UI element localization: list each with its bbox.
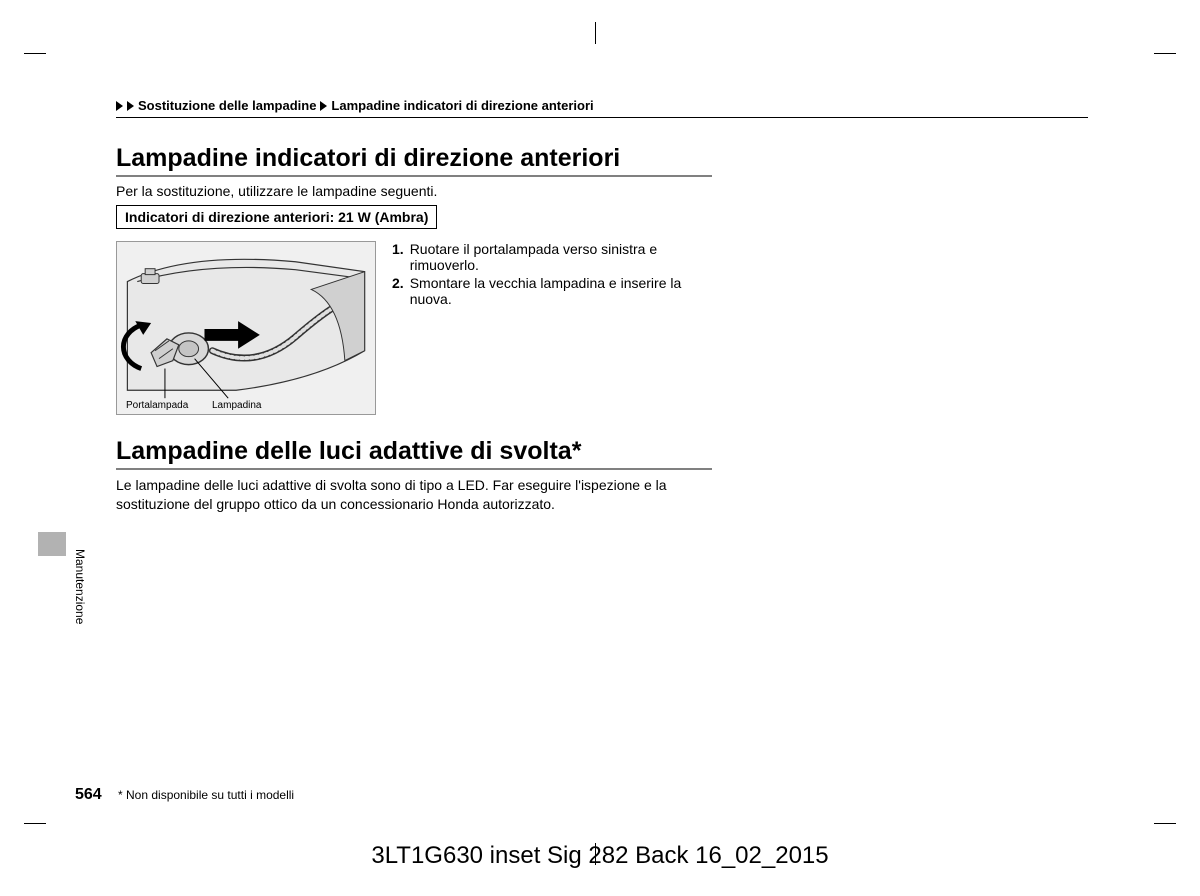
page-number: 564: [75, 786, 102, 804]
side-section-label: Manutenzione: [73, 549, 87, 624]
section1-content-row: Portalampada Lampadina 1. Ruotare il por…: [116, 241, 712, 415]
diagram-label-socket: Portalampada: [125, 400, 189, 411]
step-text: Ruotare il portalampada verso sinistra e…: [410, 241, 712, 273]
step-number: 1.: [392, 241, 404, 273]
crop-mark: [24, 53, 46, 54]
bulb-spec-box: Indicatori di direzione anteriori: 21 W …: [116, 205, 437, 229]
step-item: 2. Smontare la vecchia lampadina e inser…: [392, 275, 712, 307]
crop-mark: [1154, 53, 1176, 54]
side-tab: [38, 532, 66, 556]
step-text: Smontare la vecchia lampadina e inserire…: [410, 275, 712, 307]
footnote: * Non disponibile su tutti i modelli: [118, 788, 294, 802]
section1-intro: Per la sostituzione, utilizzare le lampa…: [116, 183, 1088, 199]
diagram-label-bulb: Lampadina: [211, 400, 262, 411]
steps-list: 1. Ruotare il portalampada verso sinistr…: [392, 241, 712, 415]
step-number: 2.: [392, 275, 404, 307]
page-content: Sostituzione delle lampadine Lampadine i…: [116, 98, 1088, 514]
step-item: 1. Ruotare il portalampada verso sinistr…: [392, 241, 712, 273]
breadcrumb-arrow-icon: [320, 101, 327, 111]
footer-print-code: 3LT1G630 inset Sig 282 Back 16_02_2015: [0, 842, 1200, 870]
breadcrumb-level2: Lampadine indicatori di direzione anteri…: [331, 98, 593, 113]
section1-heading: Lampadine indicatori di direzione anteri…: [116, 144, 712, 177]
section2-heading: Lampadine delle luci adattive di svolta*: [116, 437, 712, 470]
breadcrumb-arrow-icon: [127, 101, 134, 111]
crop-mark: [24, 823, 46, 824]
diagram-svg: [117, 242, 375, 414]
section2-text: Le lampadine delle luci adattive di svol…: [116, 476, 712, 514]
crop-mark: [1154, 823, 1176, 824]
bulb-diagram: Portalampada Lampadina: [116, 241, 376, 415]
breadcrumb: Sostituzione delle lampadine Lampadine i…: [116, 98, 1088, 118]
breadcrumb-arrow-icon: [116, 101, 123, 111]
crop-mark: [595, 22, 596, 44]
breadcrumb-level1: Sostituzione delle lampadine: [138, 98, 316, 113]
